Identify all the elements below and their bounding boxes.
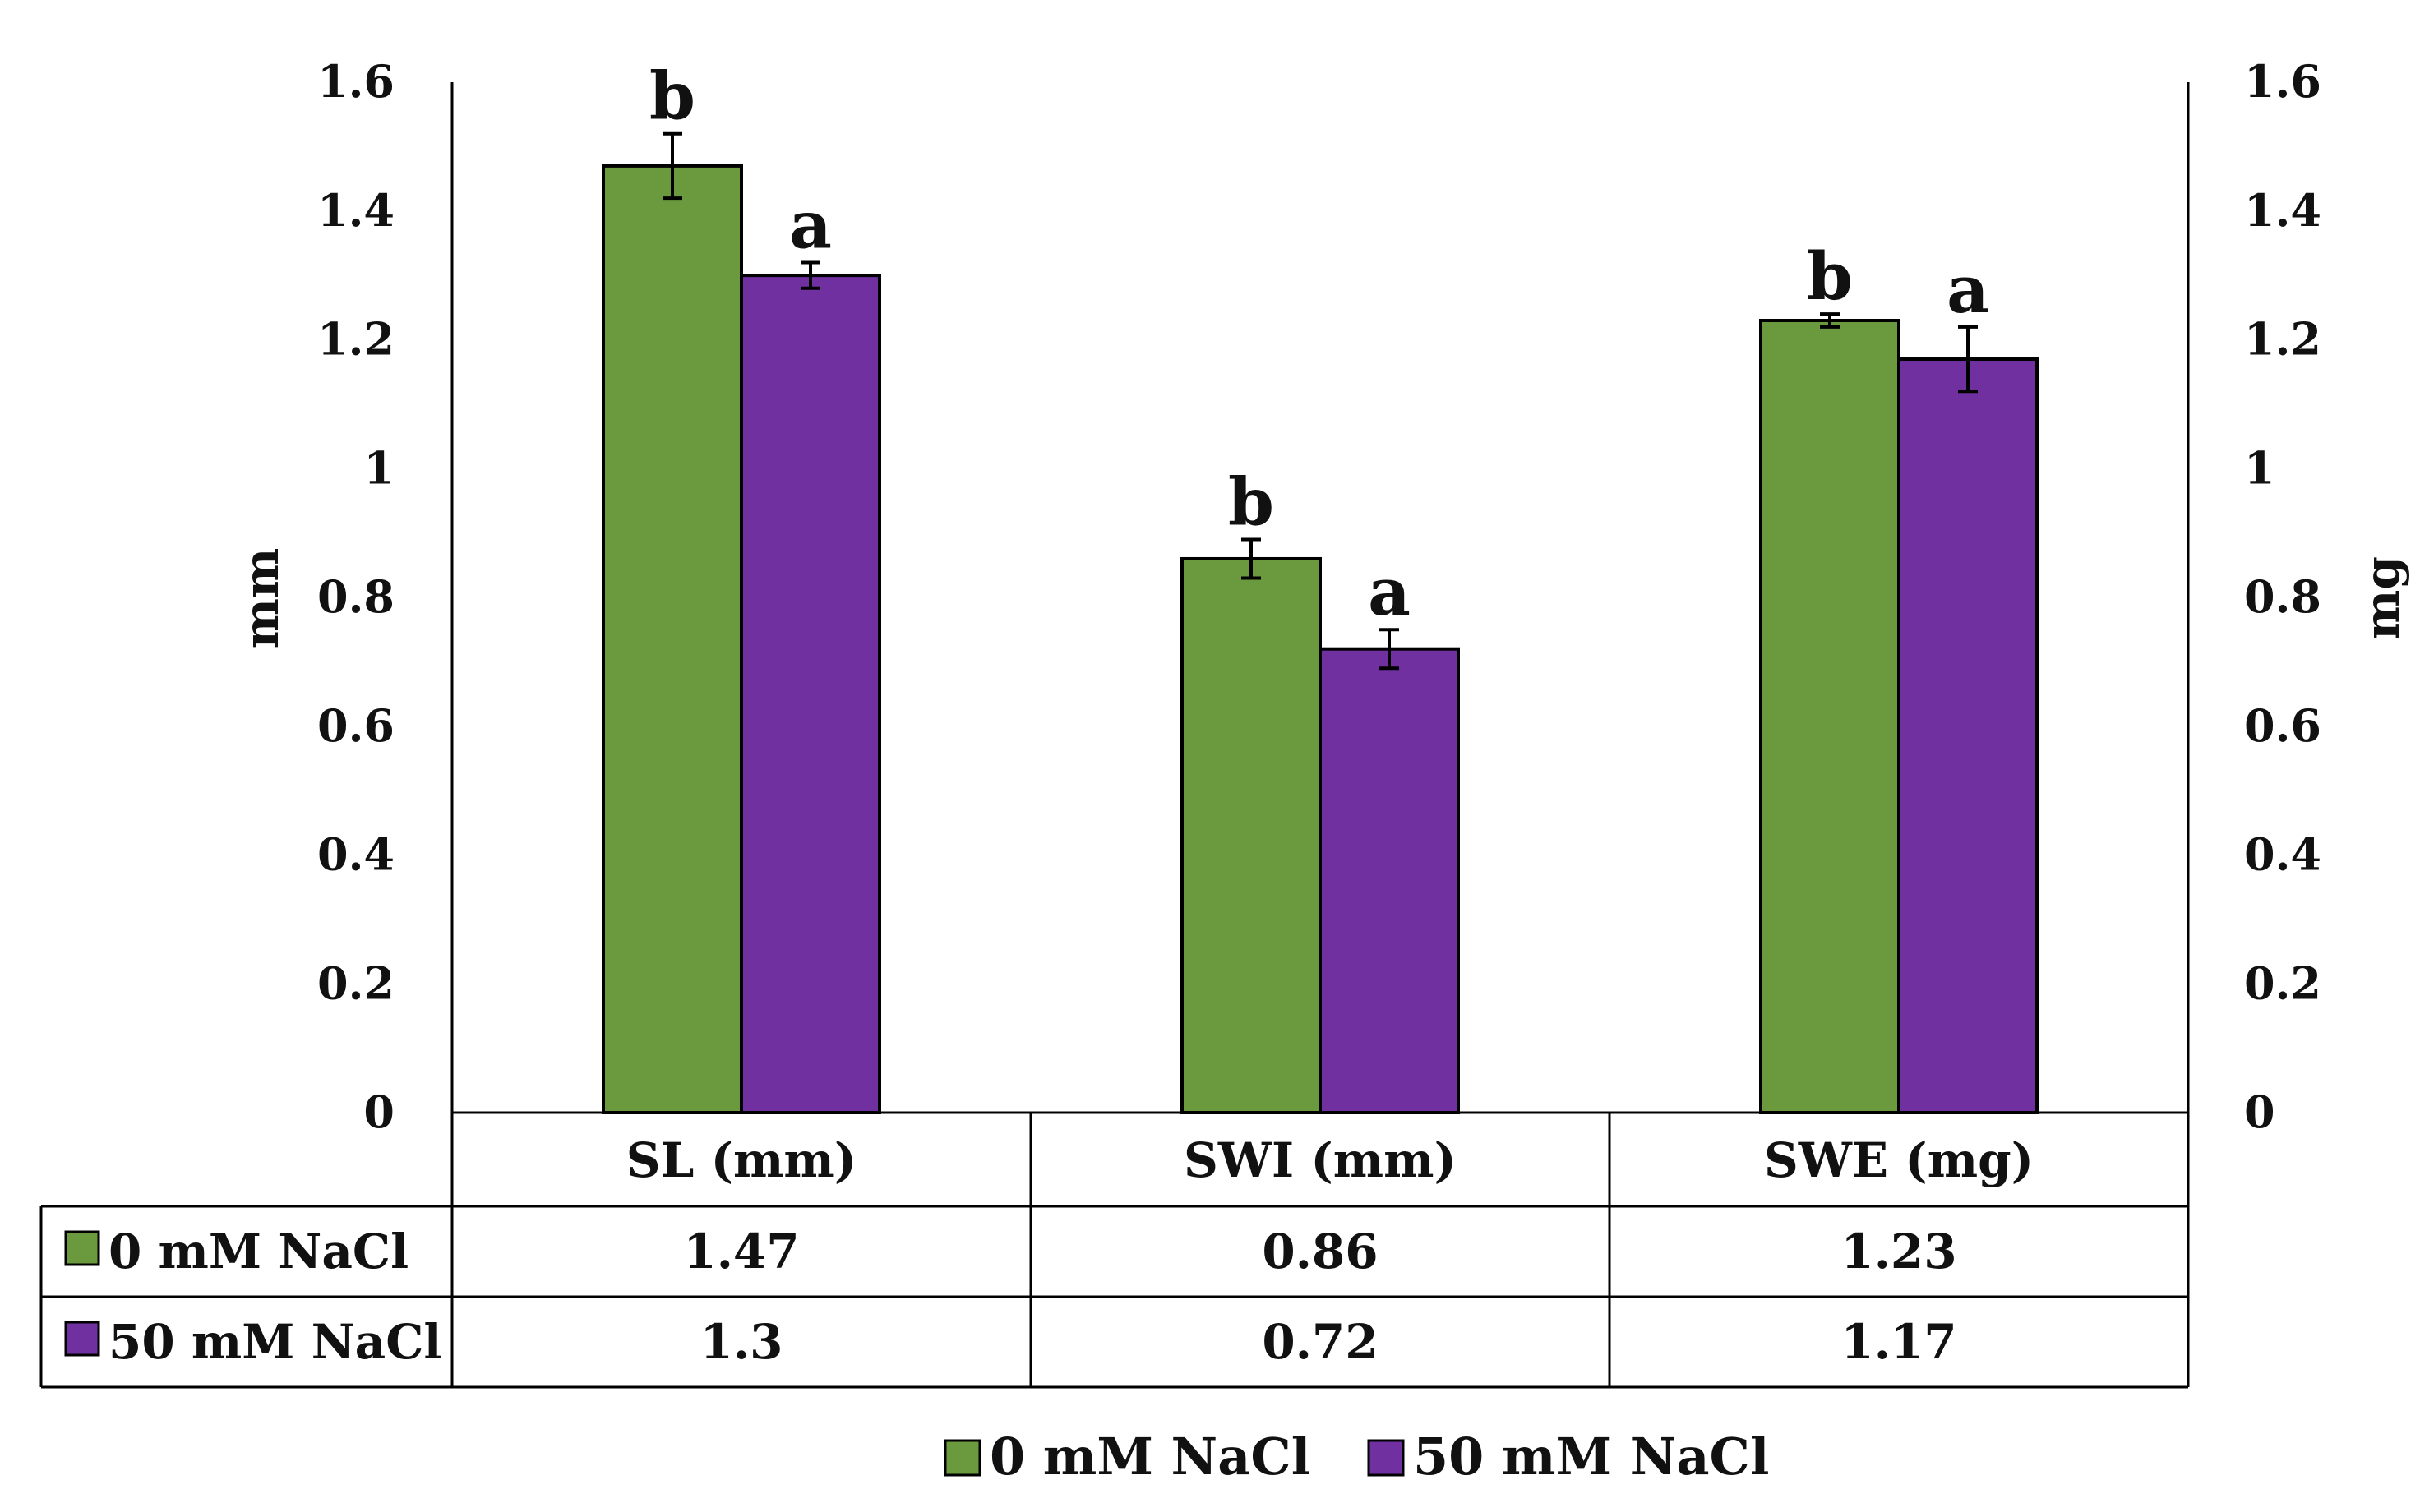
significance-letter: a: [1947, 251, 1989, 328]
legend-swatch: [1367, 1439, 1405, 1477]
y-tick-right: 1.6: [2244, 55, 2321, 108]
bar-0mm-2: [1759, 318, 1900, 1114]
table-cell: 1.47: [683, 1224, 799, 1279]
y-tick-right: 0.6: [2244, 699, 2321, 752]
y-tick-right: 0: [2244, 1086, 2275, 1138]
category-label: SL (mm): [626, 1132, 857, 1188]
bar-50mm-2: [1897, 357, 2039, 1114]
table-cell: 1.23: [1840, 1224, 1956, 1279]
legend-label: 0 mM NaCl: [990, 1427, 1310, 1487]
y-tick-left: 0.8: [317, 570, 395, 623]
y-tick-left: 1.6: [317, 55, 395, 108]
significance-letter: a: [1368, 553, 1411, 630]
y-tick-right: 1.2: [2244, 313, 2321, 366]
y-tick-right: 1: [2244, 441, 2275, 494]
legend: 0 mM NaCl 50 mM NaCl: [944, 1427, 1769, 1487]
bar-50mm-1: [1319, 647, 1460, 1114]
y-tick-left: 0.6: [317, 699, 395, 752]
table-legend-swatch: [64, 1321, 100, 1357]
category-label: SWI (mm): [1184, 1132, 1457, 1188]
y-tick-right: 0.2: [2244, 957, 2321, 1009]
axes: 0 0 0.2 0.2 0.4 0.4 0.6 0.6 0.8 0.8 1 1 1.2 1.2 1.4 1.4…: [233, 55, 2410, 1138]
y-axis-title-right: mg: [2354, 556, 2410, 640]
y-tick-right: 0.8: [2244, 570, 2321, 623]
table-row-label: 50 mM NaCl: [109, 1314, 441, 1370]
significance-letter: b: [1228, 463, 1274, 540]
y-tick-right: 0.4: [2244, 828, 2321, 881]
table-cell: 1.17: [1840, 1314, 1956, 1370]
category-label: SWE (mg): [1764, 1132, 2034, 1188]
bar-0mm-0: [602, 164, 743, 1115]
y-tick-right: 1.4: [2244, 184, 2321, 237]
table-legend-swatch: [64, 1230, 100, 1266]
significance-letter: b: [1807, 237, 1853, 315]
bar-50mm-0: [740, 274, 881, 1114]
y-axis-title-left: mm: [233, 548, 289, 649]
table-row-label: 0 mM NaCl: [109, 1224, 409, 1279]
y-tick-left: 1.2: [317, 313, 395, 366]
bars: b a b a b a: [602, 58, 2039, 1115]
legend-label: 50 mM NaCl: [1413, 1427, 1769, 1487]
bar-0mm-1: [1180, 556, 1322, 1114]
y-tick-left: 1: [363, 441, 395, 494]
y-tick-left: 0.2: [317, 957, 395, 1009]
data-table: SL (mm) SWI (mm) SWE (mg) 0 mM NaCl 1.47 0.86…: [39, 1111, 2190, 1389]
y-tick-left: 0: [363, 1086, 395, 1138]
y-tick-left: 1.4: [317, 184, 395, 237]
legend-swatch: [944, 1439, 981, 1477]
y-tick-left: 0.4: [317, 828, 395, 881]
table-cell: 0.86: [1262, 1224, 1378, 1279]
table-cell: 1.3: [700, 1314, 783, 1370]
table-cell: 0.72: [1262, 1314, 1378, 1370]
significance-letter: b: [649, 58, 695, 135]
significance-letter: a: [789, 186, 832, 263]
